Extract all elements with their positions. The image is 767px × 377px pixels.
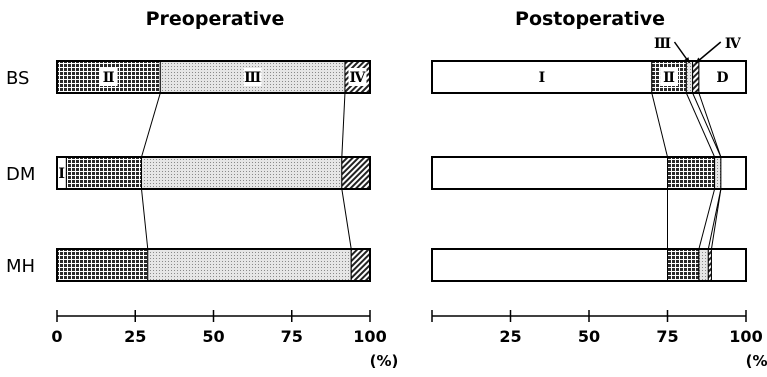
bar-segment-bs-iii [685, 60, 694, 94]
connector-line [341, 188, 352, 250]
bar-segment-dm-iii [714, 156, 722, 190]
category-label-dm: DM [6, 164, 35, 185]
panel-title: Postoperative [515, 8, 665, 30]
bar-segment-mh-ii [667, 248, 700, 282]
x-tick-label: 75 [656, 327, 678, 346]
connector-line [685, 92, 716, 158]
segment-label-bg [660, 68, 679, 86]
connector-line [698, 92, 722, 158]
segment-label-bg [348, 68, 367, 86]
bar-segment-mh-iii [147, 248, 352, 282]
x-tick-label: 75 [281, 327, 303, 346]
preoperative-panel: Preoperative BS DM MH Ⅱ Ⅲ Ⅳ Ⅰ 0 25 50 75 100 (%) [6, 8, 398, 370]
bar-outline-mh [56, 248, 371, 282]
category-label-mh: MH [6, 256, 35, 277]
category-label-bs: BS [6, 68, 29, 89]
segment-label-bg [243, 68, 262, 86]
connector-line [141, 92, 161, 158]
bar-segment-dm-ii [65, 156, 143, 190]
bar-outline-dm [56, 156, 371, 190]
bar-segment-dm-iv [341, 156, 371, 190]
connector-line [707, 188, 722, 250]
x-tick-label: 25 [499, 327, 521, 346]
segment-label-bg [99, 68, 118, 86]
connector-line [141, 188, 149, 250]
bar-segment-mh-ii [56, 248, 149, 282]
bar-segment-bs-iv [692, 60, 700, 94]
x-tick-label: 100 [729, 327, 762, 346]
x-axis-unit-label: (%) [746, 352, 767, 370]
connector-line [710, 188, 722, 250]
x-tick-label: 50 [578, 327, 600, 346]
callout-label-iv: Ⅳ [725, 36, 742, 52]
bar-segment-dm-i [431, 156, 668, 190]
segment-label-bg [532, 68, 551, 86]
x-tick-label: 100 [353, 327, 386, 346]
bar-segment-mh-iv [350, 248, 371, 282]
callout-arrowhead [695, 57, 702, 63]
x-tick-label: 50 [202, 327, 224, 346]
x-tick-label: 25 [124, 327, 146, 346]
callout-arrowhead [684, 57, 690, 63]
segment-label-bs-d: D [716, 70, 728, 86]
callout-arrow [695, 41, 722, 64]
postoperative-panel: Postoperative I Ⅱ D Ⅲ Ⅳ 25 50 75 100 (%) [431, 8, 767, 370]
bar-outline-dm [431, 156, 747, 190]
bar-segment-dm-ii [667, 156, 716, 190]
segment-label-bg [713, 68, 732, 86]
bar-segment-dm-iii [141, 156, 343, 190]
bar-segment-dm-d [720, 156, 747, 190]
segment-label-bs-ii: Ⅱ [663, 70, 675, 86]
segment-label-dm-i: Ⅰ [58, 166, 65, 182]
bar-segment-mh-iii [698, 248, 709, 282]
segment-label-bs-iv: Ⅳ [350, 70, 367, 86]
bar-outline-bs [431, 60, 747, 94]
connector-line [698, 188, 716, 250]
connector-line [341, 92, 346, 158]
bar-segment-mh-i [431, 248, 668, 282]
bar-segment-mh-d [710, 248, 747, 282]
segment-label-bs-ii: Ⅱ [103, 70, 115, 86]
x-tick-label: 0 [51, 327, 62, 346]
connector-line [651, 92, 668, 158]
bar-outline-mh [431, 248, 747, 282]
segment-label-bs-i: I [539, 70, 546, 86]
connector-line [692, 92, 722, 158]
segment-label-bs-iii: Ⅲ [244, 70, 261, 86]
panel-title: Preoperative [146, 8, 285, 30]
bar-outline-bs [56, 60, 371, 94]
x-axis-unit-label: (%) [370, 352, 399, 370]
callout-label-iii: Ⅲ [654, 36, 671, 52]
